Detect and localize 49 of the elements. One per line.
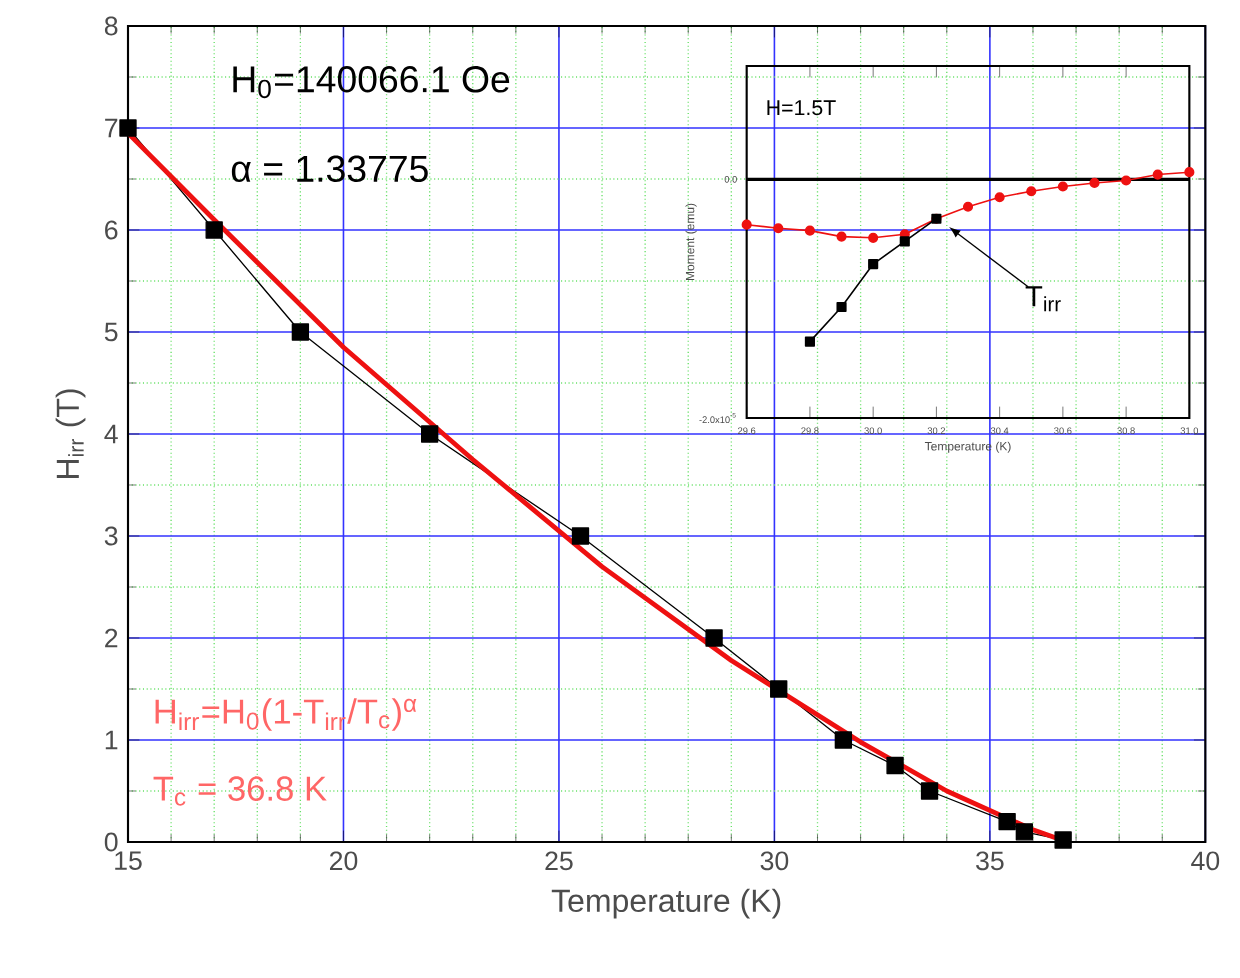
point	[1152, 169, 1163, 180]
y-tick-label: 8	[104, 16, 118, 36]
point	[420, 425, 439, 443]
point	[291, 323, 310, 341]
point	[1057, 181, 1068, 192]
x-tick-label: 15	[115, 851, 142, 871]
annotation: T$_{irr}$	[1025, 286, 1061, 312]
point	[834, 731, 853, 749]
y-axis-title: H$_{irr}$ (T)	[55, 389, 86, 478]
point	[571, 527, 590, 545]
point	[741, 219, 752, 230]
point	[836, 231, 847, 242]
y-tick-label: 0	[104, 832, 118, 852]
point	[868, 232, 879, 243]
point	[1026, 186, 1037, 197]
y-tick-label: 7	[105, 118, 118, 138]
point	[868, 258, 879, 270]
y-tick-label: 2	[105, 628, 118, 648]
point	[998, 812, 1016, 831]
y-tick-label: 3	[104, 526, 118, 546]
point	[1121, 175, 1132, 186]
point	[119, 119, 137, 137]
point	[1184, 167, 1195, 178]
y-tick-label: 1	[105, 730, 118, 750]
point	[205, 221, 223, 239]
x-tick-label: 20	[329, 851, 358, 871]
point	[836, 301, 847, 313]
annotation: T$_{c}$ = 36.8 K	[153, 776, 327, 806]
point	[886, 756, 904, 775]
point	[1054, 831, 1072, 849]
x-tick-label: 25	[545, 851, 573, 871]
x-tick-label: 30	[760, 851, 789, 871]
point	[804, 336, 815, 347]
point	[773, 223, 784, 234]
x-tick-label: 40	[1191, 851, 1220, 871]
point	[804, 225, 815, 236]
x-axis-title: Temperature (K)	[551, 888, 781, 919]
y-tick-label: 6	[105, 220, 118, 240]
point	[705, 629, 723, 647]
y-tick-label: 5	[104, 322, 118, 342]
point	[1089, 177, 1100, 188]
point	[994, 192, 1005, 203]
x-tick-label: 35	[976, 851, 1004, 871]
point	[899, 236, 910, 247]
point	[1015, 823, 1034, 841]
point	[920, 782, 939, 800]
y-tick-label: 4	[104, 424, 118, 444]
point	[770, 680, 788, 698]
point	[962, 201, 974, 212]
